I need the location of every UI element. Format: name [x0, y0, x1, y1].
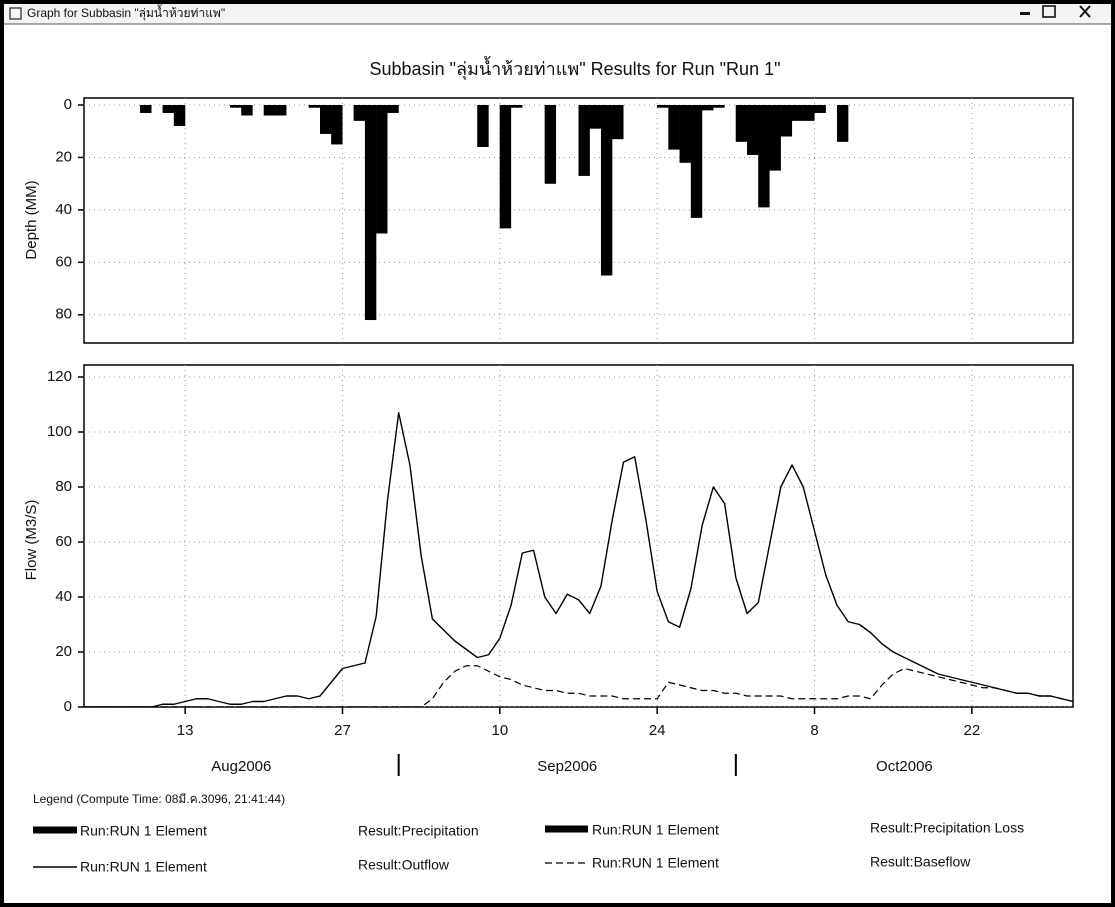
plot-frame-top — [83, 97, 1074, 344]
precipitation-bar — [836, 105, 849, 142]
y-axis-title: Flow (M3/S) — [23, 500, 40, 581]
legend-title: Legend (Compute Time: 08มี.ค.3096, 21:41… — [33, 792, 285, 806]
plot-frame-bottom — [83, 364, 1074, 708]
legend: Legend (Compute Time: 08มี.ค.3096, 21:41… — [33, 792, 1024, 875]
window-buttons[interactable] — [1020, 5, 1091, 18]
precipitation-bar — [230, 105, 242, 108]
y-tick-label: 80 — [55, 306, 72, 323]
y-tick-label: 80 — [55, 478, 72, 495]
precipitation-bar — [499, 105, 512, 229]
y-tick-label: 40 — [55, 201, 72, 218]
precipitation-bar — [241, 105, 253, 116]
y-tick-label: 20 — [55, 148, 72, 165]
y-tick-label: 60 — [55, 533, 72, 550]
precipitation-bar — [308, 105, 321, 108]
y-tick-label: 60 — [55, 253, 72, 270]
x-tick-label: 27 — [334, 722, 351, 739]
flow-line — [84, 412, 1073, 707]
precipitation-bar — [668, 105, 680, 150]
legend-entry: Run:RUN 1 Element — [80, 859, 207, 875]
precipitation-bar — [657, 105, 669, 108]
chart-title: Subbasin "ลุ่มน้ำห้วยท่าแพ" Results for … — [370, 56, 781, 80]
legend-result: Result:Precipitation Loss — [870, 820, 1024, 836]
flow-line — [84, 665, 1073, 707]
precipitation-bar — [376, 105, 388, 234]
month-label: Sep2006 — [537, 758, 597, 775]
precipitation-bar — [679, 105, 691, 163]
precipitation-bar — [353, 105, 365, 121]
precipitation-bar — [792, 105, 804, 121]
precipitation-bar — [320, 105, 332, 134]
x-tick-label: 22 — [964, 722, 981, 739]
precipitation-bar — [713, 105, 725, 108]
precipitation-bar — [544, 105, 557, 184]
y-tick-label: 100 — [47, 423, 72, 440]
precipitation-bar — [702, 105, 714, 111]
precipitation-bar — [511, 105, 523, 108]
minimize-button[interactable] — [1020, 12, 1030, 15]
precipitation-bar — [589, 105, 601, 129]
month-label: Aug2006 — [211, 758, 271, 775]
y-tick-label: 0 — [64, 698, 72, 715]
y-tick-label: 40 — [55, 588, 72, 605]
precipitation-bar — [578, 105, 590, 176]
title-bar — [4, 4, 1111, 24]
precipitation-bar — [612, 105, 624, 140]
legend-entry: Run:RUN 1 Element — [592, 855, 719, 871]
flow-plot — [84, 365, 1073, 707]
legend-entry: Run:RUN 1 Element — [592, 822, 719, 838]
precipitation-bar — [477, 105, 489, 147]
precipitation-bar — [331, 105, 343, 145]
precipitation-bar — [769, 105, 781, 171]
close-button[interactable] — [1079, 5, 1091, 18]
month-label: Oct2006 — [876, 758, 933, 775]
precipitation-bar — [690, 105, 703, 218]
precipitation-bar — [364, 105, 377, 321]
precipitation-bar — [814, 105, 826, 113]
legend-result: Result:Outflow — [358, 857, 450, 873]
precipitation-plot — [84, 98, 1073, 341]
precipitation-bar — [162, 105, 174, 113]
precipitation-bar — [600, 105, 613, 276]
y-tick-label: 20 — [55, 643, 72, 660]
precipitation-bar — [758, 105, 770, 208]
legend-result: Result:Baseflow — [870, 854, 971, 870]
maximize-button[interactable] — [1042, 5, 1056, 18]
window-icon — [9, 7, 22, 20]
precipitation-bar — [263, 105, 276, 116]
y-axis-title: Depth (MM) — [23, 180, 40, 259]
x-tick-label: 24 — [649, 722, 666, 739]
precipitation-bar — [275, 105, 287, 116]
precipitation-bar — [173, 105, 186, 126]
x-tick-label: 13 — [177, 722, 194, 739]
x-tick-label: 10 — [491, 722, 508, 739]
precipitation-bar — [747, 105, 759, 155]
precipitation-bar — [140, 105, 152, 113]
y-tick-label: 0 — [64, 96, 72, 113]
window-title: Graph for Subbasin "ลุ่มน้ำห้วยท่าแพ" — [27, 4, 225, 21]
precipitation-bar — [735, 105, 748, 142]
y-tick-label: 120 — [47, 368, 72, 385]
legend-result: Result:Precipitation — [358, 823, 479, 839]
precipitation-bar — [803, 105, 815, 121]
legend-entry: Run:RUN 1 Element — [80, 823, 207, 839]
x-tick-label: 8 — [810, 722, 818, 739]
precipitation-bar — [780, 105, 793, 137]
axes: 0 20 40 60 80 0 20 40 60 80 100 120 13 27 10 24 8 22 Aug20… — [47, 96, 980, 776]
precipitation-bar — [387, 105, 399, 113]
